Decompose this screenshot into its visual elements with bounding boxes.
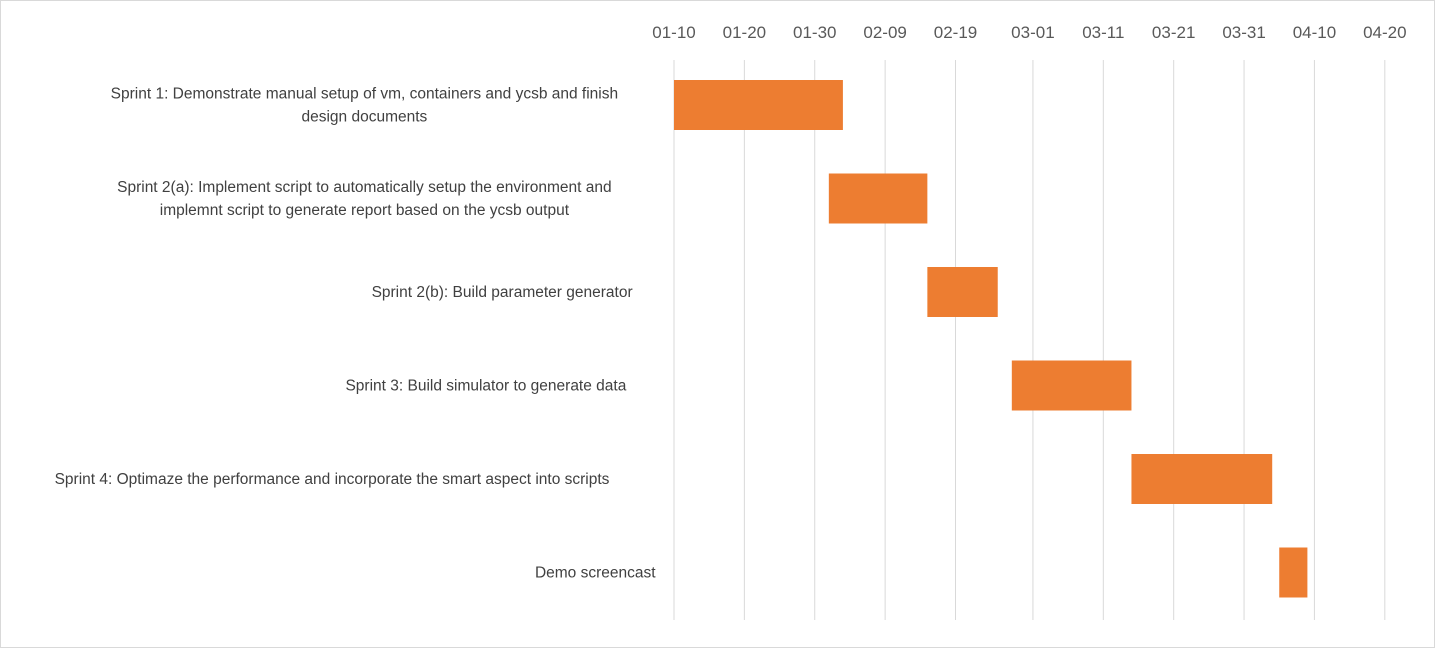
task-bar-3 <box>1011 360 1132 411</box>
x-tick-label: 01-10 <box>652 23 695 42</box>
task-bar-1 <box>828 173 928 224</box>
x-tick-label: 03-11 <box>1082 23 1124 42</box>
task-bar-4 <box>1131 454 1273 504</box>
grid-lines <box>673 60 1386 620</box>
task-label-4: Sprint 4: Optimaze the performance and i… <box>55 471 610 488</box>
x-axis-ticks: 01-10 01-20 01-30 02-09 02-19 03-01 03-11 03-21… <box>652 23 1406 42</box>
x-tick-label: 01-30 <box>793 23 836 42</box>
x-tick-label: 04-10 <box>1293 23 1336 42</box>
task-label-5: Demo screencast <box>535 565 656 582</box>
task-bar-2 <box>927 267 998 317</box>
x-tick-label: 04-20 <box>1363 23 1406 42</box>
x-tick-label: 02-09 <box>863 23 906 42</box>
task-label-2: Sprint 2(b): Build parameter generator <box>372 284 633 301</box>
task-label-1: Sprint 2(a): Implement script to automat… <box>117 179 612 219</box>
task-label-0: Sprint 1: Demonstrate manual setup of vm… <box>111 86 618 126</box>
x-tick-label: 01-20 <box>723 23 766 42</box>
x-tick-label: 02-19 <box>934 23 977 42</box>
x-tick-label: 03-21 <box>1152 23 1195 42</box>
task-bar-0 <box>674 80 843 130</box>
task-bar-5 <box>1279 547 1308 598</box>
task-labels: Sprint 1: Demonstrate manual setup of vm… <box>55 86 657 582</box>
x-tick-label: 03-31 <box>1222 23 1265 42</box>
x-tick-label: 03-01 <box>1011 23 1054 42</box>
task-label-3: Sprint 3: Build simulator to generate da… <box>345 378 626 395</box>
task-bars <box>674 80 1308 598</box>
